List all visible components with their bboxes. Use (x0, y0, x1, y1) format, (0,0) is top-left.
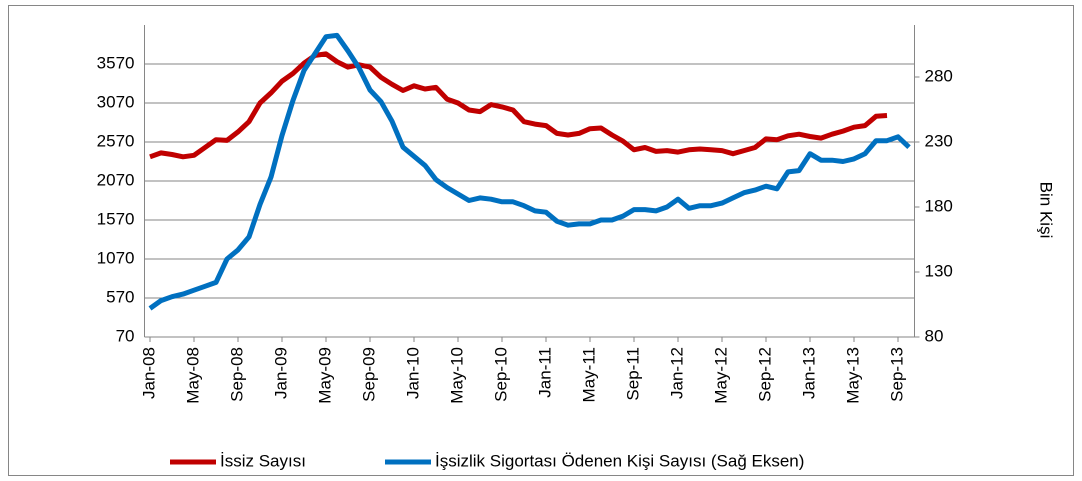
y-tick-label: 570 (106, 287, 134, 306)
series-line (148, 32, 911, 311)
x-tick-label: Sep-12 (755, 347, 774, 402)
chart-border (8, 5, 1074, 476)
x-tick-label: Jan-08 (139, 347, 158, 399)
x-tick-label: May-11 (579, 347, 598, 402)
series-line (149, 51, 888, 160)
y2-tick-label: 280 (925, 66, 953, 85)
x-tick-label: Sep-08 (227, 347, 246, 402)
x-tick-label: May-12 (711, 347, 730, 404)
x-tick-label: Sep-10 (491, 347, 510, 402)
y2-axis-title: Bin Kişi (1037, 182, 1056, 239)
x-tick-label: Jan-09 (271, 347, 290, 399)
x-tick-label: May-10 (447, 347, 466, 404)
y-tick-label: 3070 (97, 92, 135, 111)
legend-label: İssiz Sayısı (220, 451, 306, 470)
x-tick-label: Jan-13 (799, 347, 818, 399)
y2-tick-label: 230 (925, 131, 953, 150)
y2-tick-label: 80 (925, 326, 944, 345)
y-tick-label: 1570 (97, 209, 135, 228)
y-tick-label: 1070 (97, 248, 135, 267)
x-tick-label: May-08 (183, 347, 202, 404)
x-tick-label: May-09 (315, 347, 334, 404)
x-tick-label: Jan-11 (535, 347, 554, 398)
x-tick-label: May-13 (843, 347, 862, 404)
y-tick-label: 2570 (97, 131, 135, 150)
legend-label: İşsizlik Sigortası Ödenen Kişi Sayısı (S… (435, 451, 804, 470)
x-tick-label: Jan-10 (403, 347, 422, 399)
x-tick-label: Sep-13 (887, 347, 906, 402)
y-tick-label: 70 (116, 326, 135, 345)
x-tick-label: Jan-12 (667, 347, 686, 399)
y2-tick-label: 180 (925, 196, 953, 215)
y2-tick-label: 130 (925, 261, 953, 280)
y-tick-label: 2070 (97, 170, 135, 189)
x-tick-label: Sep-09 (359, 347, 378, 402)
y-tick-label: 3570 (97, 53, 135, 72)
x-tick-label: Sep-11 (623, 347, 642, 401)
